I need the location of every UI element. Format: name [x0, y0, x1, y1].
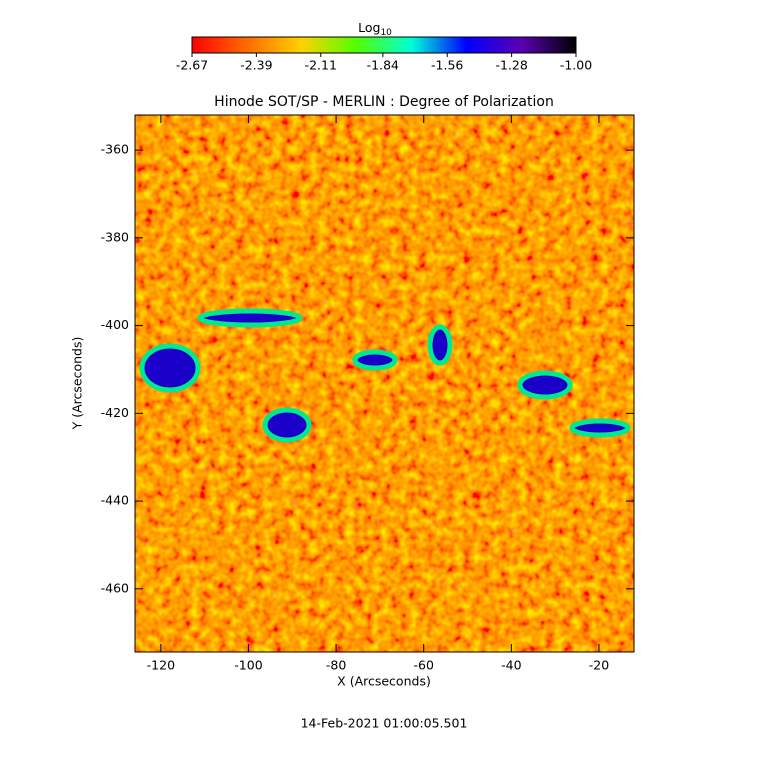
y-tick-label: -380: [101, 229, 129, 244]
colorbar-gradient: [191, 36, 577, 54]
x-tick-label: -60: [413, 658, 433, 673]
plot-frame: [134, 114, 635, 653]
feature: [197, 308, 303, 328]
feature: [139, 343, 201, 393]
colorbar-tick-label: -1.84: [367, 58, 399, 73]
x-axis-label: X (Arcseconds): [337, 674, 431, 689]
feature: [352, 349, 398, 371]
y-axis-label: Y (Arcseconds): [70, 337, 85, 431]
y-tick-label: -360: [101, 142, 129, 157]
x-tick-label: -40: [501, 658, 521, 673]
colorbar-tick-label: -1.00: [560, 58, 592, 73]
x-tick-label: -100: [234, 658, 262, 673]
colorbar-tick-label: -2.39: [240, 58, 272, 73]
timestamp: 14-Feb-2021 01:00:05.501: [301, 716, 468, 731]
x-tick-label: -80: [326, 658, 346, 673]
feature: [427, 324, 453, 366]
colorbar-tick-label: -1.28: [495, 58, 527, 73]
chart-title: Hinode SOT/SP - MERLIN : Degree of Polar…: [214, 94, 554, 110]
y-tick-label: -460: [101, 580, 129, 595]
colorbar-tick-label: -1.56: [431, 58, 463, 73]
y-tick-label: -400: [101, 317, 129, 332]
colorbar-tick-label: -2.11: [305, 58, 337, 73]
x-tick-label: -120: [147, 658, 175, 673]
image: [135, 115, 634, 652]
feature: [569, 418, 631, 438]
x-tick-label: -20: [589, 658, 609, 673]
colorbar-tick-label: -2.67: [176, 58, 208, 73]
colorbar: [191, 36, 577, 54]
colorbar-label: Log10: [358, 20, 392, 38]
y-tick-label: -440: [101, 493, 129, 508]
feature: [262, 407, 312, 443]
feature: [517, 370, 573, 400]
y-tick-label: -420: [101, 405, 129, 420]
features: [139, 308, 631, 443]
